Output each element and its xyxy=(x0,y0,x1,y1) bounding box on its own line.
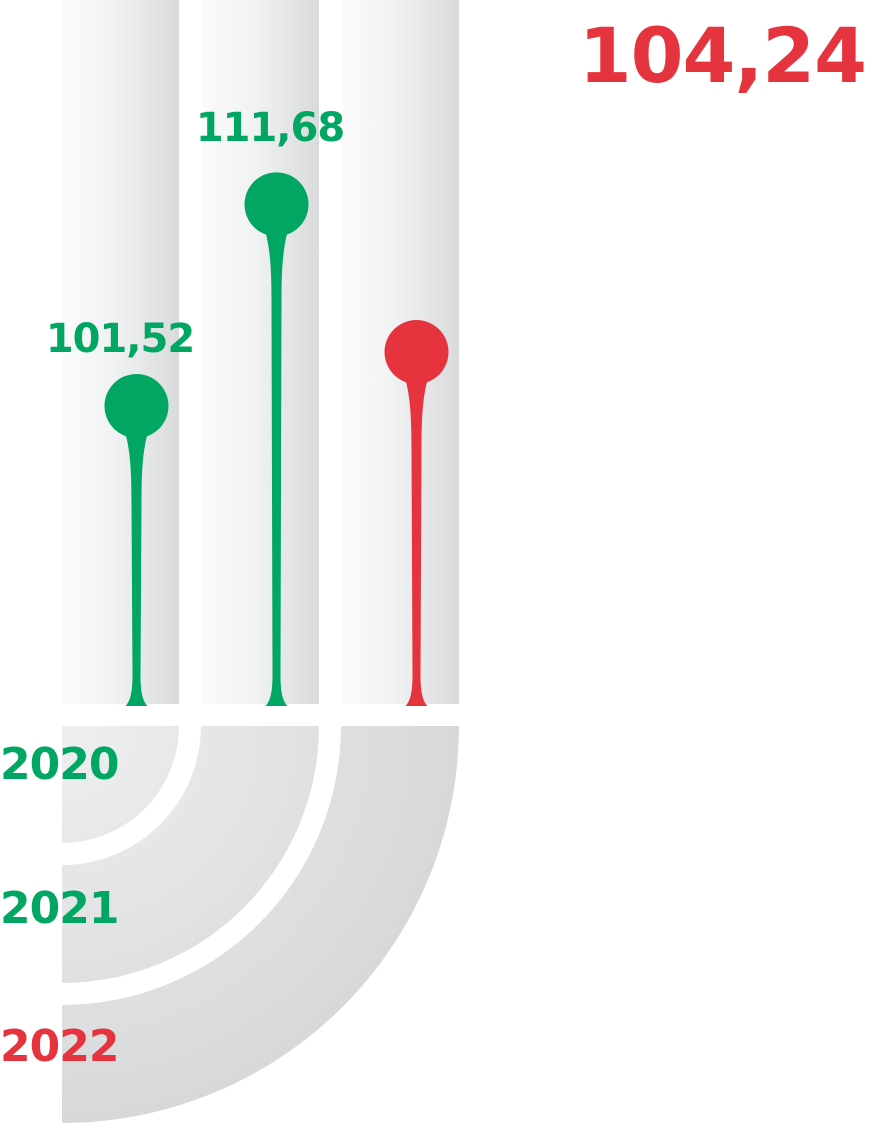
lollipop-stem-2022 xyxy=(405,380,428,706)
lollipop-stem-2021 xyxy=(265,232,288,706)
track-2021 xyxy=(202,0,319,704)
category-label-2020: 2020 xyxy=(0,739,118,790)
value-label-2021: 111,68 xyxy=(196,105,344,151)
track-2020 xyxy=(62,0,179,704)
category-label-2021: 2021 xyxy=(0,883,118,934)
lollipop-stem-2020 xyxy=(125,434,148,706)
arc-2022 xyxy=(62,726,459,1123)
value-label-2022: 104,24 xyxy=(579,11,866,100)
arc-2021 xyxy=(62,726,319,983)
lollipop-head-2021 xyxy=(244,172,309,237)
lollipop-head-2022 xyxy=(384,320,449,385)
background-arcs xyxy=(62,726,459,1123)
lollipop-series xyxy=(104,172,449,706)
lollipop-head-2020 xyxy=(104,374,169,438)
value-label-2020: 101,52 xyxy=(46,316,194,362)
value-labels: 101,52 111,68 104,24 xyxy=(46,11,867,362)
category-label-2022: 2022 xyxy=(0,1021,118,1072)
arc-2020 xyxy=(62,726,179,843)
category-labels: 2020 2021 2022 xyxy=(0,739,119,1072)
